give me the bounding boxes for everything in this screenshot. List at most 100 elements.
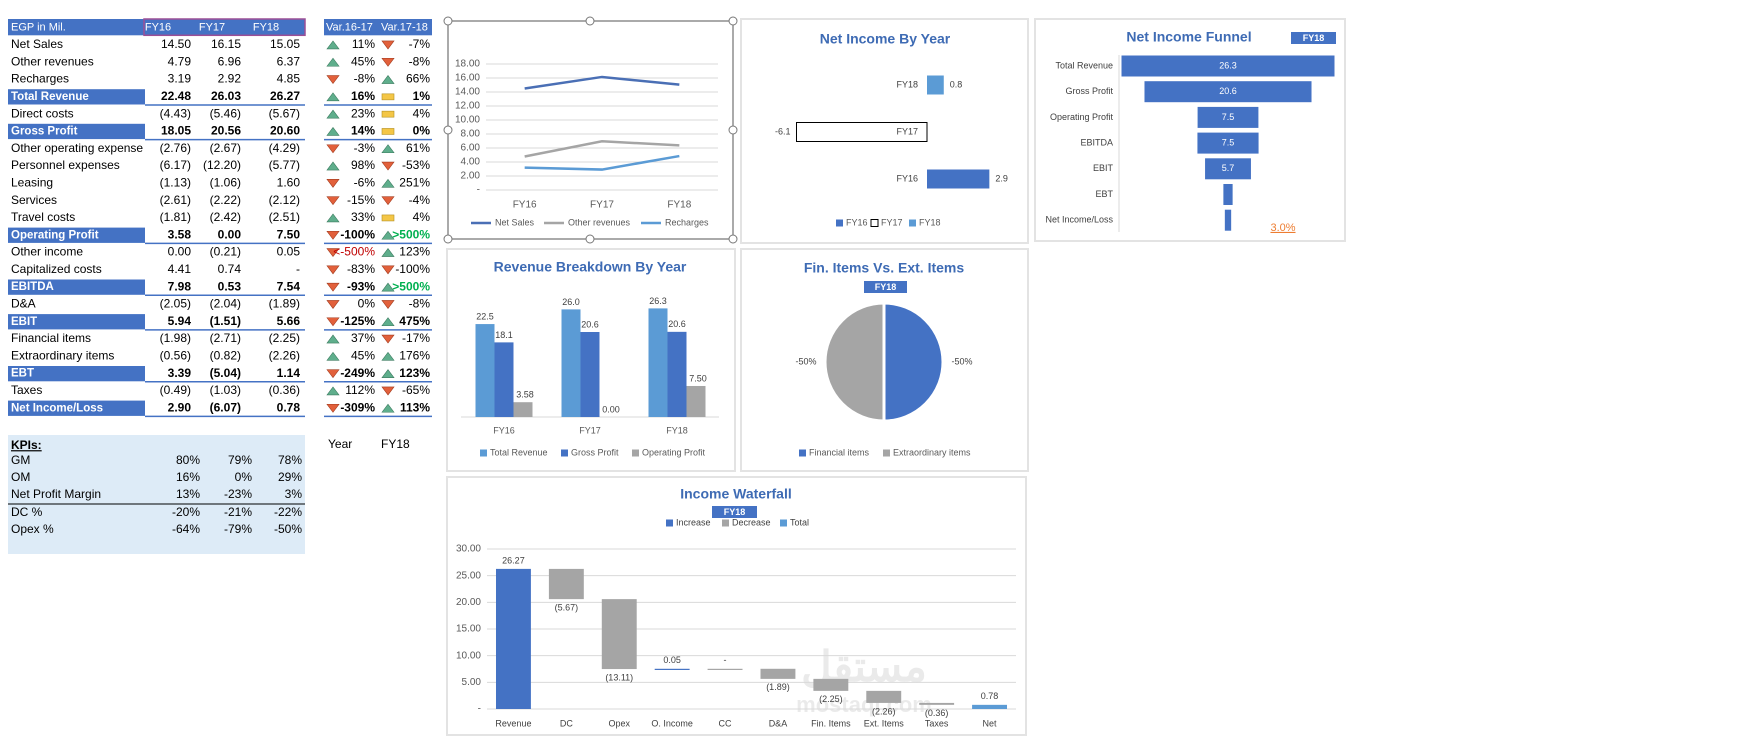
kpi-cell: 3% xyxy=(285,487,303,501)
category-label: Total Revenue xyxy=(1055,60,1113,70)
kpi-cell: 16% xyxy=(176,470,200,484)
legend-label: FY16 xyxy=(846,217,868,227)
cell: 2.90 xyxy=(168,400,192,414)
category-label: Gross Profit xyxy=(1065,86,1113,96)
handle[interactable] xyxy=(728,125,738,135)
trend-down xyxy=(326,300,340,309)
kpi-box xyxy=(8,435,305,554)
y-tick-label: 6.00 xyxy=(461,143,481,154)
var-cell: 0% xyxy=(358,297,376,311)
legend-label: Financial items xyxy=(809,447,870,457)
handle[interactable] xyxy=(585,16,595,26)
cell: (2.71) xyxy=(210,331,241,345)
cell: 15.05 xyxy=(270,37,300,51)
cell: (0.82) xyxy=(210,349,241,363)
cell: 0.53 xyxy=(218,279,242,293)
cell: 20.60 xyxy=(270,124,300,138)
var-cell: -8% xyxy=(354,72,376,86)
filter-badge[interactable] xyxy=(864,281,907,293)
var-cell: 37% xyxy=(351,331,375,345)
var-cell: -125% xyxy=(340,314,375,328)
cell: (2.76) xyxy=(160,141,191,155)
var-cell: -3% xyxy=(354,141,376,155)
trend-down xyxy=(326,248,340,258)
var-cell: 251% xyxy=(399,176,430,190)
cell: - xyxy=(296,262,300,276)
var-cell: -6% xyxy=(354,176,376,190)
cell: (1.81) xyxy=(160,210,191,224)
legend-swatch xyxy=(799,449,806,457)
var-cell: 66% xyxy=(406,72,430,86)
cell: 18.05 xyxy=(161,124,191,138)
handle[interactable] xyxy=(728,234,738,244)
trend-up xyxy=(326,92,340,102)
filter-badge[interactable] xyxy=(712,506,757,518)
category-label: FY18 xyxy=(896,79,918,89)
trend-up xyxy=(326,40,340,50)
value-label: 26.27 xyxy=(502,555,525,565)
x-tick-label: Fin. Items xyxy=(811,718,851,728)
row-label: D&A xyxy=(11,297,36,311)
handle[interactable] xyxy=(443,234,453,244)
cell: 3.19 xyxy=(168,72,192,86)
row-label-bg xyxy=(8,123,145,140)
y-tick-label: 12.00 xyxy=(455,101,480,112)
selector-value[interactable]: FY18 xyxy=(381,437,410,451)
header-cell: FY18 xyxy=(253,22,279,34)
cell: 5.66 xyxy=(277,314,301,328)
cell: (2.04) xyxy=(210,297,241,311)
filter-label: FY18 xyxy=(1303,33,1325,43)
value-label: (0.36) xyxy=(925,708,949,718)
category-label: EBT xyxy=(1095,189,1113,199)
handle[interactable] xyxy=(728,16,738,26)
var-cell: 16% xyxy=(351,89,375,103)
trend-up xyxy=(381,75,395,84)
y-tick-label: 5.00 xyxy=(462,677,482,688)
cell: (2.61) xyxy=(160,193,191,207)
row-label: Other operating expense xyxy=(11,141,143,155)
trend-up xyxy=(326,57,340,67)
var-header: Var.17-18 xyxy=(381,22,428,34)
cell: (6.07) xyxy=(210,400,241,414)
var-cell: 112% xyxy=(345,383,375,397)
trend-down xyxy=(381,300,395,309)
funnel-bar xyxy=(1224,209,1232,231)
row-label: Financial items xyxy=(11,331,91,345)
legend-swatch xyxy=(666,519,673,527)
legend-label: Other revenues xyxy=(568,217,631,227)
trend-up xyxy=(381,317,395,327)
line-panel[interactable] xyxy=(447,20,734,240)
filter-badge[interactable] xyxy=(1291,32,1336,44)
var-cell: -65% xyxy=(402,383,430,397)
handle[interactable] xyxy=(443,125,453,135)
handle[interactable] xyxy=(443,16,453,26)
trend-up xyxy=(381,351,395,361)
cell: (2.67) xyxy=(210,141,241,155)
handle[interactable] xyxy=(585,234,595,244)
cell: 3.58 xyxy=(168,227,192,241)
kpi-label: GM xyxy=(11,453,30,467)
var-cell: 4% xyxy=(413,106,431,120)
funnel-panel[interactable] xyxy=(1034,18,1346,242)
cell: (4.43) xyxy=(160,106,191,120)
legend-label: Decrease xyxy=(732,517,771,527)
var-cell: -309% xyxy=(340,400,375,414)
cell: (0.56) xyxy=(160,349,191,363)
x-tick-label: FY16 xyxy=(513,200,537,211)
y-tick-label: 18.00 xyxy=(455,59,480,70)
x-tick-label: FY18 xyxy=(666,425,688,435)
funnel-bar xyxy=(1121,55,1335,77)
waterfall-panel[interactable] xyxy=(446,476,1027,736)
y-tick-label: 30.00 xyxy=(456,544,481,555)
var-cell: -100% xyxy=(340,227,375,241)
trend-up xyxy=(326,126,340,136)
waterfall-bar xyxy=(760,668,796,679)
bar xyxy=(475,324,495,417)
legend-swatch xyxy=(883,449,890,457)
value-label: 18.1 xyxy=(495,330,513,340)
bar xyxy=(686,385,706,417)
row-label: EBITDA xyxy=(11,281,54,293)
series-line xyxy=(524,140,680,158)
trend-up xyxy=(381,282,395,292)
filter-label: FY18 xyxy=(724,507,746,517)
